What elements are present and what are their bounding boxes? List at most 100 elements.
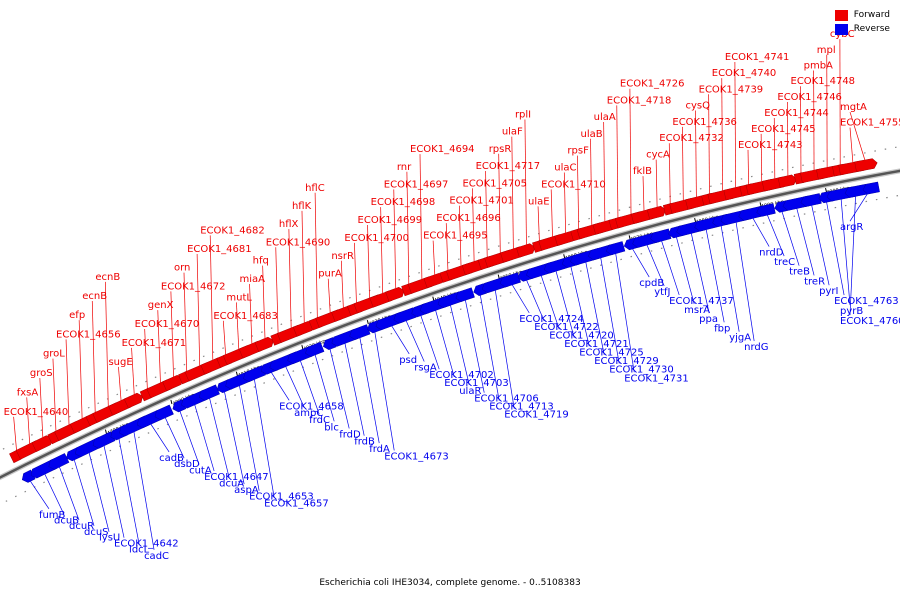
forward-gene-label: ECOK1_4755	[840, 118, 900, 129]
forward-label-leader	[314, 192, 318, 323]
reverse-label-leader	[268, 368, 290, 401]
forward-label-leader	[419, 154, 423, 285]
reverse-label-leader	[27, 476, 50, 510]
reverse-gene-label: ECOK1_4729	[594, 356, 659, 367]
forward-label-leader	[760, 133, 763, 187]
reverse-label-leader	[524, 275, 545, 322]
reverse-gene-label: ECOK1_4760	[840, 316, 900, 327]
forward-label-leader	[445, 223, 449, 276]
reverse-gene-label: msrA	[684, 305, 710, 316]
forward-label-leader	[550, 189, 553, 242]
forward-gene-label: pmbA	[804, 60, 833, 71]
reverse-label-leader	[840, 194, 851, 306]
reverse-label-leader	[132, 426, 155, 550]
forward-label-leader	[773, 117, 776, 184]
reverse-swatch	[834, 23, 848, 35]
reverse-label-leader	[238, 380, 260, 491]
reverse-gene-label: argR	[840, 222, 863, 233]
reverse-gene-label: ytfJ	[654, 287, 670, 298]
reverse-gene-label: blc	[324, 422, 339, 433]
reverse-label-leader	[358, 332, 380, 444]
forward-label-leader	[432, 240, 436, 280]
reverse-label-leader	[42, 469, 65, 515]
forward-label-leader	[616, 105, 619, 223]
reverse-label-leader	[448, 300, 470, 385]
forward-label-leader	[157, 310, 162, 389]
reverse-gene-label: psd	[399, 355, 417, 366]
forward-gene-label: hfq	[253, 256, 269, 267]
forward-gene-label: ECOK1_4745	[751, 124, 816, 135]
reverse-gene-label: dsbD	[174, 459, 200, 470]
reverse-label-leader	[539, 270, 560, 330]
scale-tick-mark	[235, 371, 238, 376]
reverse-label-leader	[644, 240, 665, 287]
scale-tick-mark	[366, 319, 369, 325]
scale-tick-mark	[170, 399, 173, 405]
scale-tick-mark	[497, 274, 500, 279]
forward-gene-label: mpl	[817, 45, 836, 56]
reverse-gene-label: nrdD	[759, 248, 784, 259]
reverse-gene-label: ppa	[699, 314, 718, 325]
reverse-label-leader	[689, 228, 710, 314]
reverse-gene-label: ECOK1_4730	[609, 365, 674, 376]
forward-feature-arrow	[385, 287, 405, 302]
forward-gene-label: ECOK1_4695	[423, 231, 488, 242]
forward-gene-label: cycA	[646, 150, 670, 161]
forward-label-leader	[183, 272, 188, 377]
forward-label-leader	[629, 88, 632, 220]
reverse-label-leader	[795, 203, 815, 276]
forward-feature-arrow	[254, 336, 274, 353]
forward-label-leader	[78, 320, 83, 424]
reverse-label-leader	[208, 393, 230, 478]
reverse-feature-arrow	[605, 241, 626, 256]
reverse-label-leader	[494, 285, 515, 409]
reverse-label-leader	[117, 433, 140, 544]
forward-label-leader	[603, 122, 606, 227]
legend-reverse: Reverse	[834, 22, 890, 36]
reverse-gene-label: frdB	[354, 437, 375, 448]
forward-gene-label: ECOK1_4717	[476, 161, 541, 172]
reverse-label-leader	[313, 350, 335, 422]
forward-label-leader	[695, 110, 697, 203]
reverse-gene-label: fumB	[39, 510, 66, 521]
reverse-label-leader	[177, 406, 200, 465]
forward-label-leader	[65, 339, 70, 431]
forward-label-leader	[249, 283, 253, 350]
forward-gene-label: hflC	[305, 183, 325, 194]
forward-label-leader	[537, 206, 540, 246]
forward-gene-label: groS	[30, 368, 53, 379]
reverse-label-leader	[509, 280, 530, 314]
forward-gene-label: miaA	[240, 274, 266, 285]
reverse-label-leader	[599, 252, 620, 364]
reverse-label-leader	[87, 447, 110, 532]
legend-forward-label: Forward	[853, 10, 890, 20]
forward-gene-label: ECOK1_4726	[620, 79, 685, 90]
reverse-label-leader	[418, 310, 440, 370]
reverse-gene-label: ECOK1_4719	[504, 410, 569, 421]
reverse-gene-label: ECOK1_4731	[624, 373, 689, 384]
reverse-gene-label: yjgA	[729, 333, 751, 344]
forward-label-leader	[13, 416, 18, 456]
reverse-gene-label: dcuA	[219, 478, 244, 489]
forward-label-leader	[849, 111, 867, 165]
reverse-feature-arrow	[305, 341, 325, 357]
reverse-label-leader	[57, 462, 80, 521]
forward-gene-label: ECOK1_4710	[541, 179, 606, 190]
scale-tick-mark	[104, 429, 107, 434]
reverse-gene-label: ECOK1_4702	[429, 370, 494, 381]
forward-label-leader	[577, 155, 580, 235]
forward-label-leader	[327, 278, 331, 318]
reverse-gene-label: ECOK1_4737	[669, 296, 734, 307]
forward-feature-arrow	[123, 392, 143, 409]
forward-gene-label: groL	[43, 349, 65, 360]
reverse-label-leader	[343, 338, 365, 436]
reverse-gene-label: cadC	[144, 551, 169, 562]
forward-gene-label: cybC	[830, 29, 855, 40]
forward-gene-label: ulaA	[594, 112, 616, 123]
forward-label-leader	[472, 188, 475, 267]
forward-gene-label: ecnB	[95, 272, 120, 283]
reverse-gene-label: dcuB	[54, 515, 79, 526]
reverse-gene-label: treR	[804, 276, 825, 287]
reverse-label-leader	[162, 413, 185, 459]
